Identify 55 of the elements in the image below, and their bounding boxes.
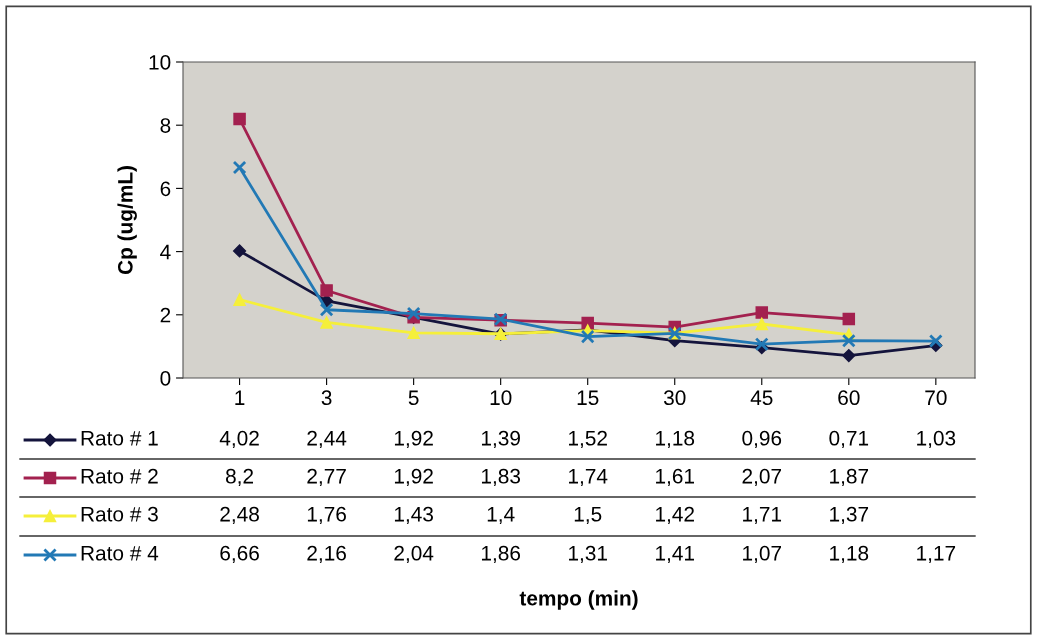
x-tick-label: 10	[490, 390, 512, 406]
data-label: 0,96	[742, 430, 782, 449]
data-label: 1,07	[743, 545, 781, 564]
data-label: 1,92	[394, 468, 433, 487]
data-label: 1,92	[394, 430, 433, 449]
data-label: 8,2	[226, 468, 254, 487]
text: tempo (min)	[519, 590, 638, 610]
y-tick-label: 10	[149, 55, 171, 70]
y-axis-title: Cp (ug/mL)	[117, 166, 137, 275]
data-label: 2,16	[307, 545, 346, 564]
data-label: 0,71	[829, 430, 869, 449]
y-tick-label: 0	[160, 371, 171, 386]
legend-label: Rato # 2	[81, 468, 158, 484]
data-label: 2,48	[220, 506, 259, 525]
data-label: 1,41	[656, 546, 694, 564]
data-label: 1,83	[481, 468, 521, 487]
x-tick-label: 30	[663, 390, 686, 406]
data-label: 1,18	[656, 430, 695, 449]
data-label: 1,31	[569, 545, 607, 564]
data-label: 4,02	[219, 430, 259, 449]
data-label: 1,71	[743, 507, 782, 525]
data-label: 1,18	[830, 545, 869, 564]
data-label: 1,17	[917, 546, 956, 564]
data-label: 1,03	[917, 430, 956, 449]
legend-label: Rato # 1	[81, 431, 158, 446]
data-label: 1,76	[307, 506, 346, 525]
y-tick-label: 2	[160, 307, 171, 323]
x-tick-label: 60	[838, 390, 860, 406]
data-label: 1,4	[487, 507, 515, 525]
data-label: 1,43	[394, 506, 433, 525]
x-tick-label: 1	[235, 390, 245, 405]
y-tick-label: 8	[160, 118, 171, 133]
y-tick-label: 6	[160, 181, 171, 197]
x-tick-label: 15	[577, 390, 599, 406]
data-label: 2,77	[307, 468, 346, 487]
y-tick-label: 4	[160, 244, 171, 260]
data-label: 1,52	[569, 430, 607, 449]
data-label: 2,44	[307, 430, 347, 449]
data-label: 1,39	[481, 430, 520, 449]
data-label: 2,04	[394, 545, 434, 564]
data-label: 1,86	[481, 545, 521, 564]
x-tick-label: 3	[321, 390, 332, 406]
x-tick-label: 45	[750, 390, 773, 406]
data-label: 1,5	[574, 507, 602, 525]
x-tick-label: 70	[925, 390, 947, 406]
data-label: 1,42	[656, 506, 694, 525]
data-label: 1,87	[830, 468, 869, 487]
legend-label: Rato # 4	[81, 546, 159, 561]
data-label: 1,37	[830, 506, 869, 525]
data-label: 6,66	[220, 545, 259, 564]
data-label: 2,07	[742, 468, 781, 487]
x-tick-label: 5	[408, 390, 419, 406]
data-label: 1,61	[656, 468, 694, 487]
legend-label: Rato # 3	[81, 506, 158, 522]
data-label: 1,74	[569, 469, 608, 487]
